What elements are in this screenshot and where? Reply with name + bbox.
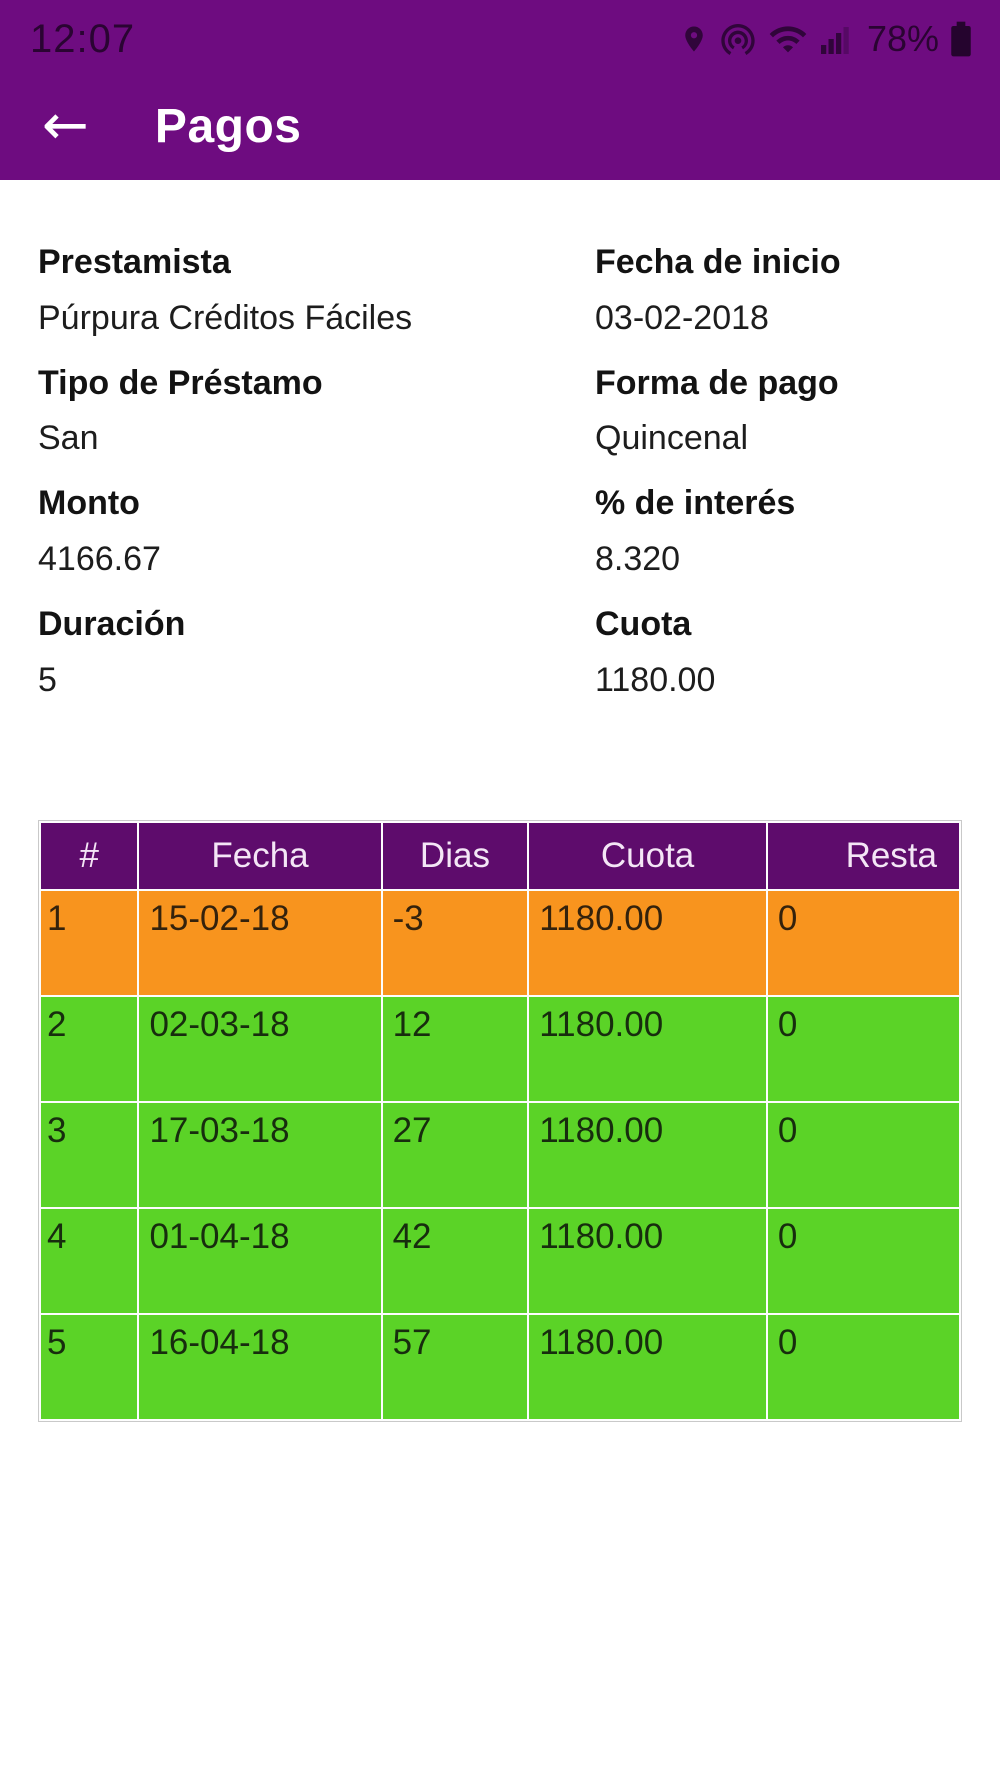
field-value: San [38, 419, 99, 458]
field-label: % de interés [595, 484, 796, 523]
cell-resta: 0 [767, 891, 959, 996]
field-monto: Monto 4166.67 [38, 483, 595, 580]
table-row[interactable]: 1 15-02-18 -3 1180.00 0 [41, 891, 959, 996]
header-fecha: Fecha [139, 823, 381, 890]
field-value: 1180.00 [595, 660, 716, 699]
cell-cuota: 1180.00 [529, 891, 766, 996]
field-forma-pago: Forma de pago Quincenal [595, 363, 980, 460]
cell-cuota: 1180.00 [529, 1209, 766, 1314]
field-value: Quincenal [595, 419, 749, 458]
field-tipo-prestamo: Tipo de Préstamo San [38, 363, 595, 460]
field-cuota: Cuota 1180.00 [595, 604, 980, 701]
status-bar: 12:07 78% [0, 0, 1000, 72]
battery-icon [951, 21, 971, 57]
field-fecha-inicio: Fecha de inicio 03-02-2018 [595, 242, 980, 339]
cell-num: 5 [41, 1315, 138, 1420]
battery-percent: 78% [866, 18, 939, 59]
cell-resta: 0 [767, 1209, 959, 1314]
hotspot-icon [721, 24, 755, 55]
cell-cuota: 1180.00 [529, 1103, 766, 1208]
cell-fecha: 17-03-18 [139, 1103, 381, 1208]
back-arrow-icon[interactable]: ← [42, 93, 89, 158]
payments-table-header: # Fecha Dias Cuota Resta [41, 823, 959, 890]
field-duracion: Duración 5 [38, 604, 595, 701]
field-label: Prestamista [38, 243, 231, 281]
cell-dias: 12 [382, 997, 528, 1102]
cell-dias: 57 [382, 1315, 528, 1420]
table-row[interactable]: 5 16-04-18 57 1180.00 0 [41, 1315, 959, 1420]
field-value: 4166.67 [38, 539, 161, 578]
loan-details: Prestamista Púrpura Créditos Fáciles Fec… [0, 180, 1000, 724]
header-num: # [41, 823, 138, 890]
header-dias: Dias [382, 823, 528, 890]
signal-icon [820, 27, 849, 54]
field-interes: % de interés 8.320 [595, 483, 980, 580]
cell-cuota: 1180.00 [529, 1315, 766, 1420]
field-label: Forma de pago [595, 363, 839, 402]
cell-resta: 0 [767, 1315, 959, 1420]
cell-dias: 42 [382, 1209, 528, 1314]
field-value: 03-02-2018 [595, 298, 769, 337]
status-icons: 78% [679, 18, 974, 60]
table-row[interactable]: 2 02-03-18 12 1180.00 0 [41, 997, 959, 1102]
field-label: Monto [38, 484, 140, 523]
cell-fecha: 16-04-18 [139, 1315, 381, 1420]
cell-fecha: 02-03-18 [139, 997, 381, 1102]
cell-fecha: 01-04-18 [139, 1209, 381, 1314]
cell-dias: 27 [382, 1103, 528, 1208]
cell-num: 2 [41, 997, 138, 1102]
field-label: Fecha de inicio [595, 243, 841, 281]
field-prestamista: Prestamista Púrpura Créditos Fáciles [38, 242, 595, 339]
wifi-icon [769, 26, 807, 53]
field-value: Púrpura Créditos Fáciles [38, 298, 413, 337]
cell-dias: -3 [382, 891, 528, 996]
field-value: 8.320 [595, 539, 681, 578]
field-label: Tipo de Préstamo [38, 363, 323, 402]
cell-resta: 0 [767, 997, 959, 1102]
cell-num: 3 [41, 1103, 138, 1208]
table-row[interactable]: 4 01-04-18 42 1180.00 0 [41, 1209, 959, 1314]
table-row[interactable]: 3 17-03-18 27 1180.00 0 [41, 1103, 959, 1208]
cell-cuota: 1180.00 [529, 997, 766, 1102]
field-label: Cuota [595, 604, 692, 643]
cell-num: 1 [41, 891, 138, 996]
page-title: Pagos [154, 99, 302, 153]
header-cuota: Cuota [529, 823, 766, 890]
header-resta: Resta [767, 823, 959, 890]
location-icon [685, 26, 703, 52]
cell-num: 4 [41, 1209, 138, 1314]
status-time: 12:07 [30, 16, 136, 61]
field-value: 5 [38, 660, 57, 699]
app-bar: ← Pagos [0, 72, 1000, 180]
cell-resta: 0 [767, 1103, 959, 1208]
field-label: Duración [38, 604, 186, 643]
payments-table: # Fecha Dias Cuota Resta 1 15-02-18 -3 1… [38, 820, 962, 1423]
cell-fecha: 15-02-18 [139, 891, 381, 996]
